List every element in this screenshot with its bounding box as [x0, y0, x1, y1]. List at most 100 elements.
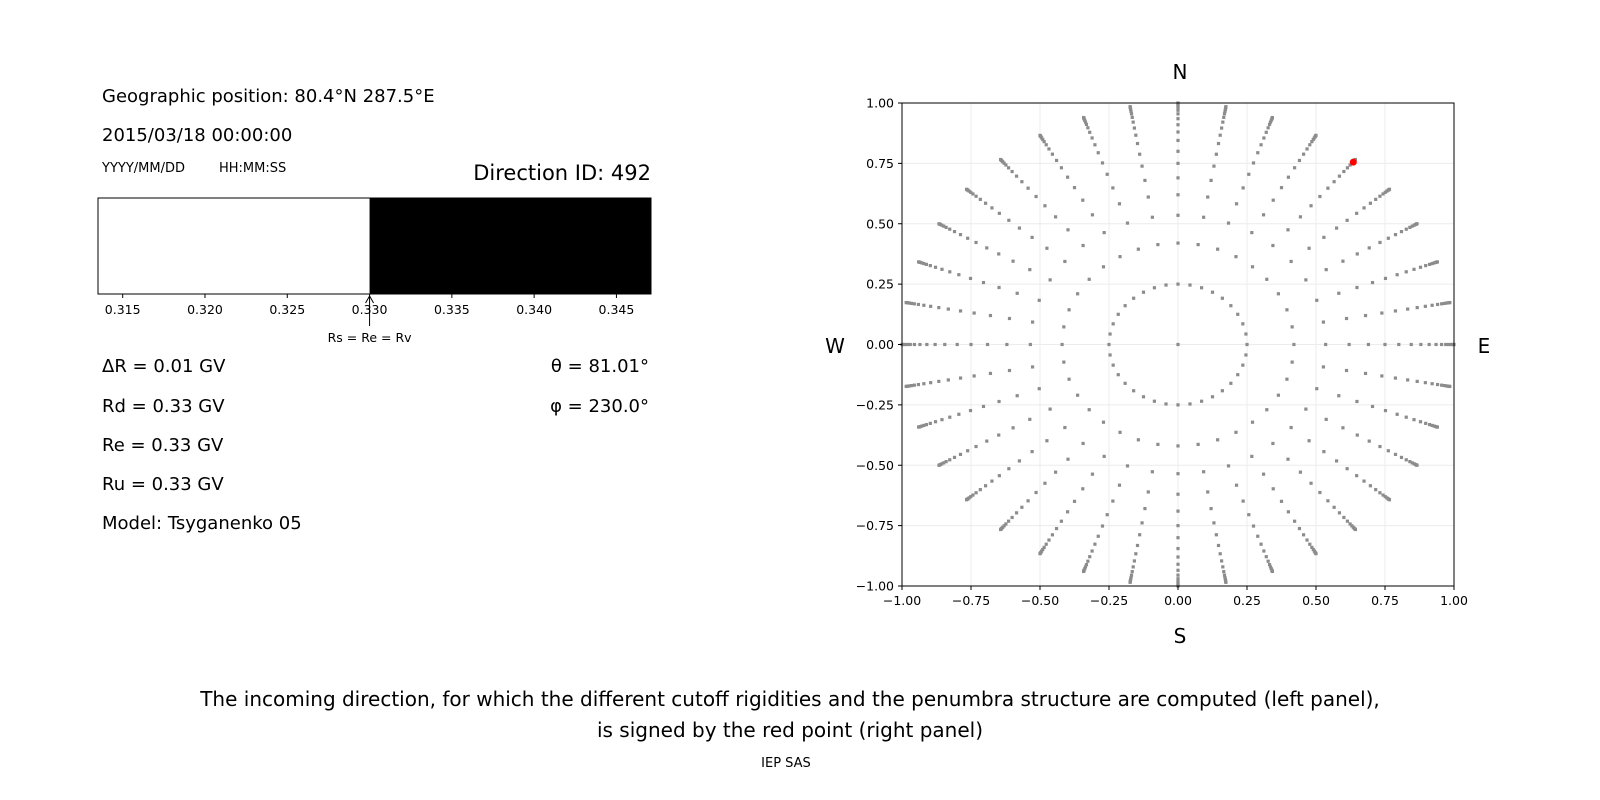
spoke-point [1081, 243, 1085, 248]
spoke-point [1176, 579, 1180, 583]
spoke-point [1399, 455, 1404, 460]
spoke-point [1406, 378, 1410, 382]
spoke-point [1007, 316, 1012, 321]
spoke-point [964, 498, 969, 502]
spoke-point [981, 280, 986, 285]
ring-point [1229, 381, 1233, 385]
spoke-point [997, 433, 1001, 437]
spoke-point [912, 383, 916, 387]
spoke-point [1014, 174, 1019, 178]
spoke-point [1206, 195, 1210, 199]
spoke-point [943, 342, 947, 347]
spoke-point [1265, 408, 1269, 412]
param-rd: Rd = 0.33 GV [102, 396, 225, 417]
spoke-point [1334, 459, 1339, 463]
spoke-point [1062, 325, 1066, 329]
ring-point [1123, 381, 1127, 385]
spoke-point [1083, 565, 1088, 569]
spoke-point [1176, 106, 1180, 110]
spoke-point [1378, 444, 1382, 449]
spoke-point [1321, 320, 1326, 324]
spoke-point [1234, 202, 1239, 206]
spoke-point [1286, 228, 1290, 232]
spoke-point [974, 240, 978, 245]
spoke-point [1298, 215, 1303, 219]
spoke-point [978, 488, 982, 492]
spoke-point [1135, 141, 1140, 146]
spoke-point [1030, 365, 1035, 369]
spoke-point [912, 302, 916, 306]
x-tick-label: −0.25 [1090, 593, 1128, 608]
spoke-point [1393, 452, 1398, 456]
spoke-point [1176, 444, 1180, 448]
spoke-point [1212, 521, 1216, 525]
spoke-point [937, 463, 941, 467]
axes-frame [97, 197, 652, 295]
ring-point [1123, 304, 1127, 308]
spoke-point [1383, 276, 1388, 281]
spoke-point [1276, 292, 1280, 296]
spoke-point [1309, 204, 1313, 208]
spoke-point [1363, 313, 1368, 318]
spoke-point [1363, 371, 1368, 376]
spoke-point [985, 439, 989, 443]
x-tick-label: −0.75 [952, 593, 990, 608]
spoke-point [1088, 555, 1092, 559]
spoke-point [1344, 316, 1349, 321]
time-format: HH:MM:SS [219, 161, 287, 176]
spoke-point [946, 307, 950, 311]
spoke-point [908, 342, 912, 347]
spoke-point [1222, 570, 1226, 574]
spoke-point [1289, 425, 1293, 430]
spoke-point [1100, 161, 1105, 165]
spoke-point [1030, 450, 1034, 454]
spoke-point [969, 495, 973, 499]
x-tick-label: 0.315 [105, 302, 141, 317]
spoke-point [1435, 382, 1440, 387]
x-tick-label: 0.75 [1371, 593, 1399, 608]
spoke-point [1063, 425, 1067, 430]
spoke-point [1041, 137, 1045, 142]
spoke-point [1176, 213, 1180, 217]
spoke-point [1378, 240, 1382, 245]
spoke-point [1418, 265, 1423, 269]
spoke-point [1076, 292, 1080, 296]
spoke-point [984, 484, 988, 488]
geo-position: Geographic position: 80.4°N 287.5°E [102, 86, 435, 107]
spoke-point [1047, 538, 1051, 542]
param-ru: Ru = 0.33 GV [102, 474, 224, 495]
spoke-point [1176, 149, 1180, 153]
direction-id: Direction ID: 492 [473, 161, 651, 185]
spoke-point [1176, 112, 1180, 116]
spoke-point [1062, 360, 1066, 364]
spoke-point [1444, 301, 1449, 305]
spoke-point [1345, 218, 1349, 222]
ring-point [1164, 402, 1168, 406]
spoke-point [1221, 120, 1225, 124]
spoke-point [969, 342, 973, 347]
spoke-point [1028, 342, 1032, 347]
spoke-point [1209, 178, 1213, 182]
spoke-point [1241, 499, 1245, 503]
spoke-point [1176, 161, 1180, 165]
spoke-point [1176, 123, 1180, 127]
spoke-point [1308, 542, 1312, 546]
spoke-point [1129, 109, 1133, 114]
spoke-point [1222, 115, 1226, 119]
spoke-point [910, 301, 914, 306]
spoke-point [1117, 483, 1122, 487]
spoke-point [1315, 387, 1319, 391]
spoke-point [1176, 130, 1180, 134]
y-tick-label: −0.75 [856, 518, 894, 533]
spoke-point [1259, 542, 1263, 546]
datetime: 2015/03/18 00:00:00 [102, 125, 293, 146]
spoke-point [1289, 259, 1293, 264]
spoke-point [966, 236, 970, 240]
spoke-point [1011, 259, 1015, 263]
spoke-point [1130, 115, 1134, 119]
spoke-point [916, 302, 921, 307]
spoke-point [1395, 273, 1399, 277]
spoke-point [1060, 342, 1064, 347]
arrow-head-icon [365, 294, 374, 304]
spoke-point [1318, 490, 1322, 495]
